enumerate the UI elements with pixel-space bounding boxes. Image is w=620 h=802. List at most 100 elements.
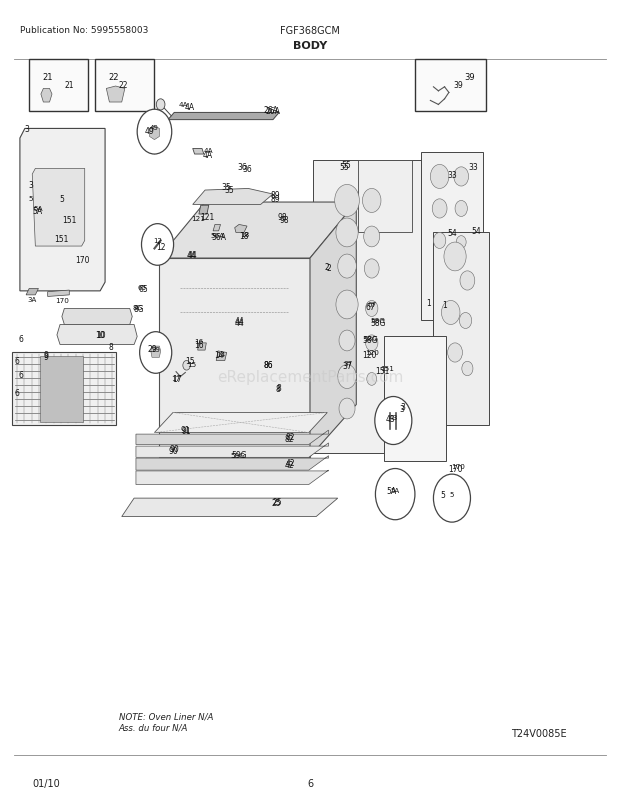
Text: BODY: BODY: [293, 41, 327, 51]
Text: 21: 21: [64, 81, 74, 90]
Text: 44: 44: [234, 317, 244, 326]
Text: 8G: 8G: [132, 305, 143, 310]
Text: 89: 89: [270, 191, 280, 200]
Text: T24V0085E: T24V0085E: [510, 727, 566, 738]
Circle shape: [183, 361, 190, 371]
Text: 5A: 5A: [33, 206, 43, 213]
Text: 5: 5: [440, 491, 445, 500]
Text: 22: 22: [118, 81, 128, 90]
Text: 17: 17: [172, 374, 182, 383]
Polygon shape: [168, 113, 279, 120]
Text: 43: 43: [386, 414, 395, 423]
Polygon shape: [29, 59, 88, 111]
Text: 5: 5: [450, 492, 454, 497]
Text: 22: 22: [108, 73, 119, 82]
Circle shape: [433, 475, 471, 522]
Text: 14: 14: [214, 351, 223, 360]
Circle shape: [444, 243, 466, 272]
Circle shape: [339, 399, 355, 419]
Text: 17: 17: [171, 375, 180, 382]
Text: 26A: 26A: [265, 107, 280, 116]
Circle shape: [338, 365, 356, 389]
Text: 44: 44: [188, 250, 198, 259]
Text: 8: 8: [109, 342, 113, 351]
Text: 15: 15: [187, 361, 196, 367]
Polygon shape: [193, 149, 204, 155]
Circle shape: [364, 227, 379, 248]
Text: 5: 5: [60, 194, 64, 203]
Text: 1: 1: [442, 301, 447, 310]
Text: 82: 82: [285, 435, 294, 444]
Text: Ass. du four N/A: Ass. du four N/A: [118, 723, 188, 731]
Text: 6: 6: [19, 335, 24, 344]
Text: 2: 2: [326, 264, 331, 273]
Text: 151: 151: [380, 366, 394, 372]
Text: 82: 82: [285, 432, 295, 441]
Circle shape: [376, 469, 415, 520]
Text: 4A: 4A: [203, 148, 213, 154]
Polygon shape: [12, 353, 116, 425]
Circle shape: [338, 255, 356, 279]
Text: 37: 37: [343, 360, 353, 367]
Text: 9: 9: [43, 353, 48, 362]
Text: 55: 55: [339, 163, 349, 172]
Text: 44: 44: [187, 250, 197, 259]
Text: 151: 151: [62, 216, 76, 225]
Polygon shape: [41, 89, 52, 103]
Text: 39: 39: [453, 81, 463, 90]
Text: 8: 8: [275, 384, 280, 394]
Text: eReplacementParts.com: eReplacementParts.com: [217, 370, 403, 384]
Text: 43: 43: [389, 414, 398, 420]
Text: 10: 10: [95, 330, 105, 339]
Text: 90: 90: [168, 447, 178, 456]
Text: 33: 33: [469, 162, 479, 172]
Polygon shape: [193, 189, 273, 205]
Circle shape: [335, 185, 360, 217]
Polygon shape: [95, 59, 154, 111]
Text: 3A: 3A: [28, 297, 37, 302]
Text: 3: 3: [399, 404, 404, 414]
Text: 4A: 4A: [185, 103, 195, 111]
Polygon shape: [149, 127, 159, 140]
Text: 21: 21: [42, 73, 53, 82]
Text: 36: 36: [242, 164, 252, 174]
Circle shape: [140, 332, 172, 374]
Polygon shape: [106, 87, 125, 103]
Circle shape: [459, 313, 472, 329]
Polygon shape: [136, 471, 329, 485]
Circle shape: [455, 201, 467, 217]
Text: 6: 6: [14, 388, 19, 398]
Text: 35: 35: [225, 185, 234, 195]
Text: 58G: 58G: [370, 318, 386, 327]
Text: 67: 67: [367, 302, 376, 308]
Circle shape: [141, 225, 174, 266]
Text: 55: 55: [341, 160, 351, 170]
Text: 3: 3: [400, 403, 405, 412]
Text: 65: 65: [138, 285, 148, 294]
Polygon shape: [40, 356, 83, 423]
Text: 8G: 8G: [133, 305, 144, 314]
Text: 49: 49: [150, 124, 159, 131]
Text: 12: 12: [156, 243, 166, 252]
Text: 151: 151: [376, 367, 390, 376]
Polygon shape: [310, 203, 356, 457]
Circle shape: [365, 260, 379, 279]
Text: 5A: 5A: [32, 207, 42, 216]
Text: 120: 120: [365, 350, 379, 356]
Text: FGF368GCM: FGF368GCM: [280, 26, 340, 36]
Text: 8: 8: [277, 383, 281, 393]
Text: 5: 5: [29, 196, 33, 202]
Text: 56A: 56A: [211, 233, 226, 241]
Polygon shape: [151, 346, 161, 358]
Text: 44: 44: [234, 318, 244, 327]
Text: 91: 91: [180, 425, 190, 434]
Text: 121: 121: [200, 213, 214, 221]
Text: 54: 54: [472, 227, 482, 236]
Text: 3: 3: [29, 180, 33, 190]
Text: NOTE: Oven Liner N/A: NOTE: Oven Liner N/A: [118, 711, 213, 720]
Polygon shape: [154, 413, 327, 433]
Text: 56A: 56A: [210, 233, 224, 238]
Text: 33: 33: [447, 171, 457, 180]
Text: 58G: 58G: [371, 318, 386, 324]
Polygon shape: [358, 161, 412, 233]
